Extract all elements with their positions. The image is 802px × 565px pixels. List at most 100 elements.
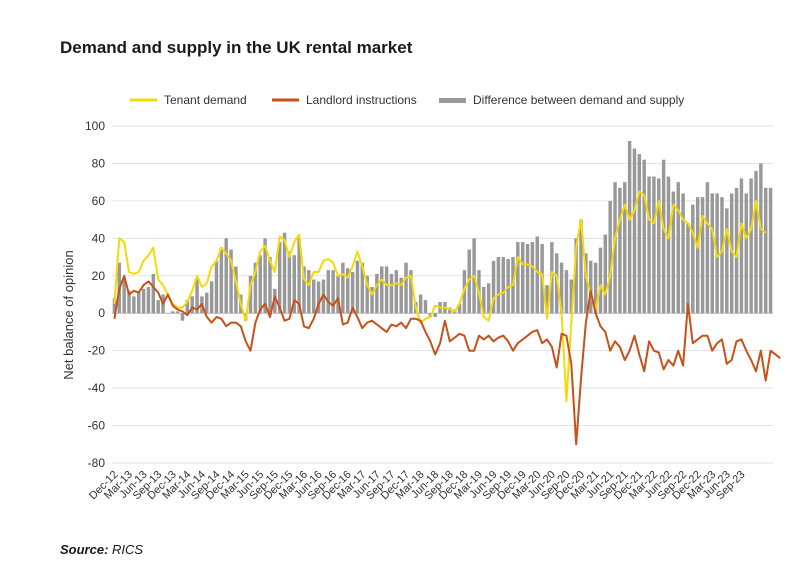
difference-bar [350,272,355,314]
difference-bar [336,275,340,314]
difference-bar [574,238,578,314]
difference-bar [141,288,146,314]
difference-bar [185,300,190,314]
landlord-instructions-line [113,274,781,446]
legend-label: Tenant demand [164,93,247,107]
difference-bar [307,270,311,314]
difference-bar [530,242,535,314]
difference-bar [642,159,646,314]
difference-bar [418,294,423,314]
difference-bar [584,253,588,314]
y-tick-label: 80 [92,156,106,170]
difference-bar [749,178,753,314]
source-label: Source: [60,542,109,557]
difference-bar [681,193,685,314]
difference-bar [759,163,763,314]
y-tick-label: 100 [85,119,105,133]
difference-bar [729,193,734,314]
difference-bar [657,178,661,314]
difference-bar [618,187,622,314]
difference-bar [166,313,170,314]
difference-bar [365,275,369,314]
y-tick-label: 60 [92,194,106,208]
difference-bar [360,262,365,314]
difference-bar [598,247,603,314]
y-tick-label: -80 [88,456,106,470]
difference-bar [190,296,194,314]
difference-bar [564,270,569,314]
difference-bar [282,232,287,314]
chart-title: Demand and supply in the UK rental marke… [60,38,413,57]
difference-bar [195,279,199,314]
difference-bar [302,266,306,314]
difference-bar [268,257,272,314]
difference-bar [399,277,403,314]
difference-bar [292,255,296,314]
difference-bar [370,287,374,314]
difference-bar [700,197,705,314]
difference-bar [326,270,331,314]
difference-bar [720,197,724,314]
difference-bar [127,290,131,314]
difference-bar [253,262,258,314]
difference-bar [404,262,408,314]
difference-bar [311,279,316,314]
difference-bar [205,292,209,314]
difference-bar [491,260,496,314]
difference-bar [171,311,175,314]
difference-bar [331,270,335,314]
difference-bar [297,238,301,314]
difference-bar [763,187,768,314]
difference-bar [482,287,486,314]
source-text: RICS [112,542,144,557]
legend-label: Landlord instructions [306,93,417,107]
source-note: Source: RICS [60,542,143,557]
difference-bar [151,273,156,314]
difference-bar [520,242,525,314]
difference-bar [545,285,549,314]
difference-bar [535,236,540,314]
difference-bar [637,154,642,314]
difference-bar [686,223,690,314]
difference-bar [389,273,394,314]
difference-bar [647,176,651,314]
difference-bar [710,193,714,314]
difference-bar [375,273,379,314]
y-tick-label: -40 [88,381,106,395]
y-tick-label: 20 [92,269,106,283]
difference-bar [380,266,384,314]
difference-bar [156,300,160,314]
line-series [113,190,781,446]
difference-bar [754,170,758,314]
difference-bar [744,193,748,314]
y-axis-title: Net balance of opinion [61,250,76,379]
bar-series [112,140,773,321]
difference-bar [224,238,228,314]
y-tick-label: -20 [88,344,106,358]
difference-bar [122,279,126,314]
difference-bar [652,176,656,314]
difference-bar [258,255,262,314]
difference-bar [219,247,224,314]
difference-bar [486,283,491,314]
legend-label: Difference between demand and supply [473,93,684,107]
difference-bar [725,208,729,314]
difference-bar [394,270,399,314]
difference-bar [525,243,530,314]
difference-bar [180,313,185,321]
difference-bar [234,266,238,314]
difference-bar [132,296,136,314]
legend-swatch [439,98,466,103]
difference-bar [661,159,666,314]
y-tick-label: 0 [98,306,105,320]
x-axis-ticks: Dec-12Mar-13Jun-13Sep-13Dec-13Mar-14Jun-… [87,469,748,503]
difference-bar [593,262,598,314]
tenant-demand-line [113,190,767,403]
y-tick-label: -60 [88,419,106,433]
difference-bar [355,260,360,314]
difference-bar [137,292,141,314]
difference-bar [559,262,564,314]
difference-bar [516,242,520,314]
difference-bar [501,257,505,314]
